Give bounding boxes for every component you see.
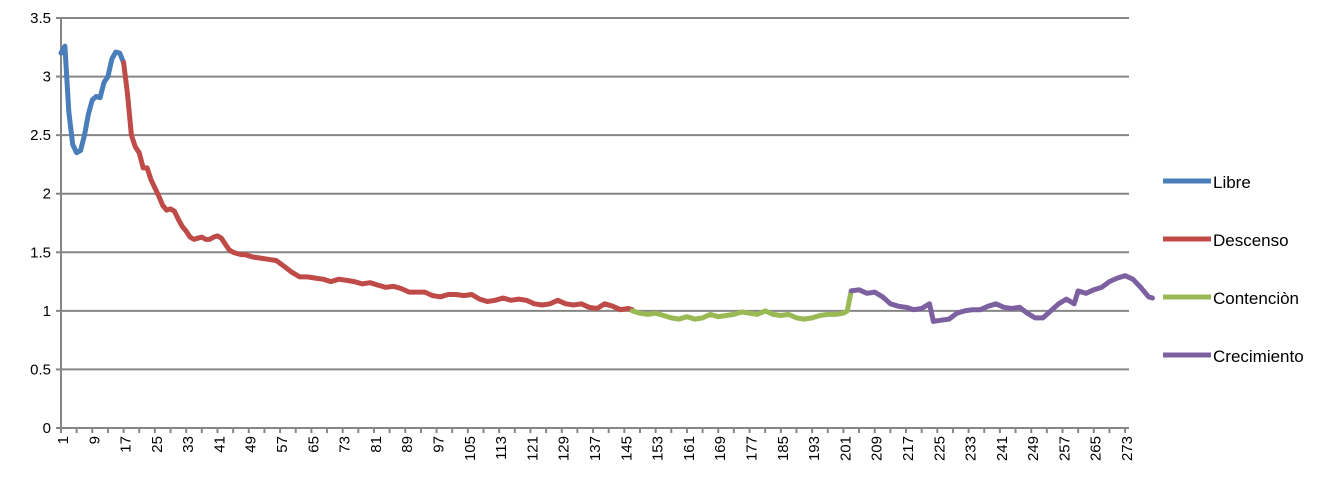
- x-tick-label: 65: [305, 436, 322, 453]
- x-tick-label: 33: [180, 436, 197, 453]
- x-tick-label: 233: [963, 436, 980, 461]
- x-tick-label: 105: [462, 436, 479, 461]
- x-tick-label: 9: [86, 436, 103, 444]
- y-tick-label: 1: [43, 303, 51, 320]
- x-tick-label: 265: [1088, 436, 1105, 461]
- legend-label-libre: Libre: [1213, 173, 1251, 192]
- y-tick-label: 3: [43, 69, 51, 86]
- y-tick-label: 2.5: [30, 127, 51, 144]
- series-line-descenso: [121, 60, 635, 313]
- x-axis-tick-labels: 1 9 17 25 33 41 49 57 65 73 81 89 97 105 113 121 129 137 1…: [55, 436, 1136, 461]
- x-tick-label: 249: [1025, 436, 1042, 461]
- y-tick-label: 3.5: [30, 10, 51, 27]
- x-tick-label: 25: [149, 436, 166, 453]
- series-line-contenciòn: [629, 288, 854, 322]
- x-tick-label: 113: [493, 436, 510, 460]
- x-tick-label: 49: [243, 436, 260, 453]
- x-tick-label: 257: [1056, 436, 1073, 461]
- legend: Libre Descenso Contenciòn Crecimiento: [1163, 173, 1304, 366]
- x-tick-label: 129: [556, 436, 573, 461]
- y-tick-label: 1.5: [30, 244, 51, 261]
- x-tick-label: 193: [806, 436, 823, 461]
- series-line-crecimiento: [848, 273, 1155, 324]
- series-line-libre: [58, 43, 127, 156]
- x-tick-label: 89: [399, 436, 416, 453]
- x-tick-label: 73: [337, 436, 354, 453]
- x-tick-label: 217: [900, 436, 917, 461]
- legend-label-descenso: Descenso: [1213, 231, 1289, 250]
- y-axis-tick-labels: 0 0.5 1 1.5 2 2.5 3 3.5: [30, 10, 51, 437]
- y-tick-label: 2: [43, 186, 51, 203]
- x-tick-label: 241: [994, 436, 1011, 461]
- x-tick-label: 209: [869, 436, 886, 461]
- x-tick-label: 121: [524, 436, 541, 461]
- series-lines: [58, 43, 1155, 324]
- grid-lines: [61, 17, 1129, 371]
- x-tick-label: 161: [681, 436, 698, 461]
- x-tick-label: 273: [1119, 436, 1136, 461]
- x-tick-label: 153: [650, 436, 667, 461]
- x-tick-label: 41: [211, 436, 228, 453]
- x-tick-label: 17: [118, 436, 135, 453]
- x-tick-label: 137: [587, 436, 604, 461]
- x-tick-label: 1: [55, 436, 72, 444]
- x-tick-label: 185: [775, 436, 792, 461]
- x-tick-label: 225: [931, 436, 948, 461]
- legend-label-contenciòn: Contenciòn: [1213, 289, 1299, 308]
- x-tick-label: 169: [712, 436, 729, 461]
- x-tick-label: 57: [274, 436, 291, 453]
- x-tick-label: 97: [431, 436, 448, 453]
- x-tick-label: 177: [743, 436, 760, 461]
- x-tick-label: 145: [618, 436, 635, 461]
- x-tick-label: 81: [368, 436, 385, 453]
- x-tick-label: 201: [837, 436, 854, 461]
- legend-label-crecimiento: Crecimiento: [1213, 347, 1304, 366]
- y-tick-label: 0.5: [30, 361, 51, 378]
- axes: [56, 17, 1129, 433]
- y-tick-label: 0: [43, 420, 51, 437]
